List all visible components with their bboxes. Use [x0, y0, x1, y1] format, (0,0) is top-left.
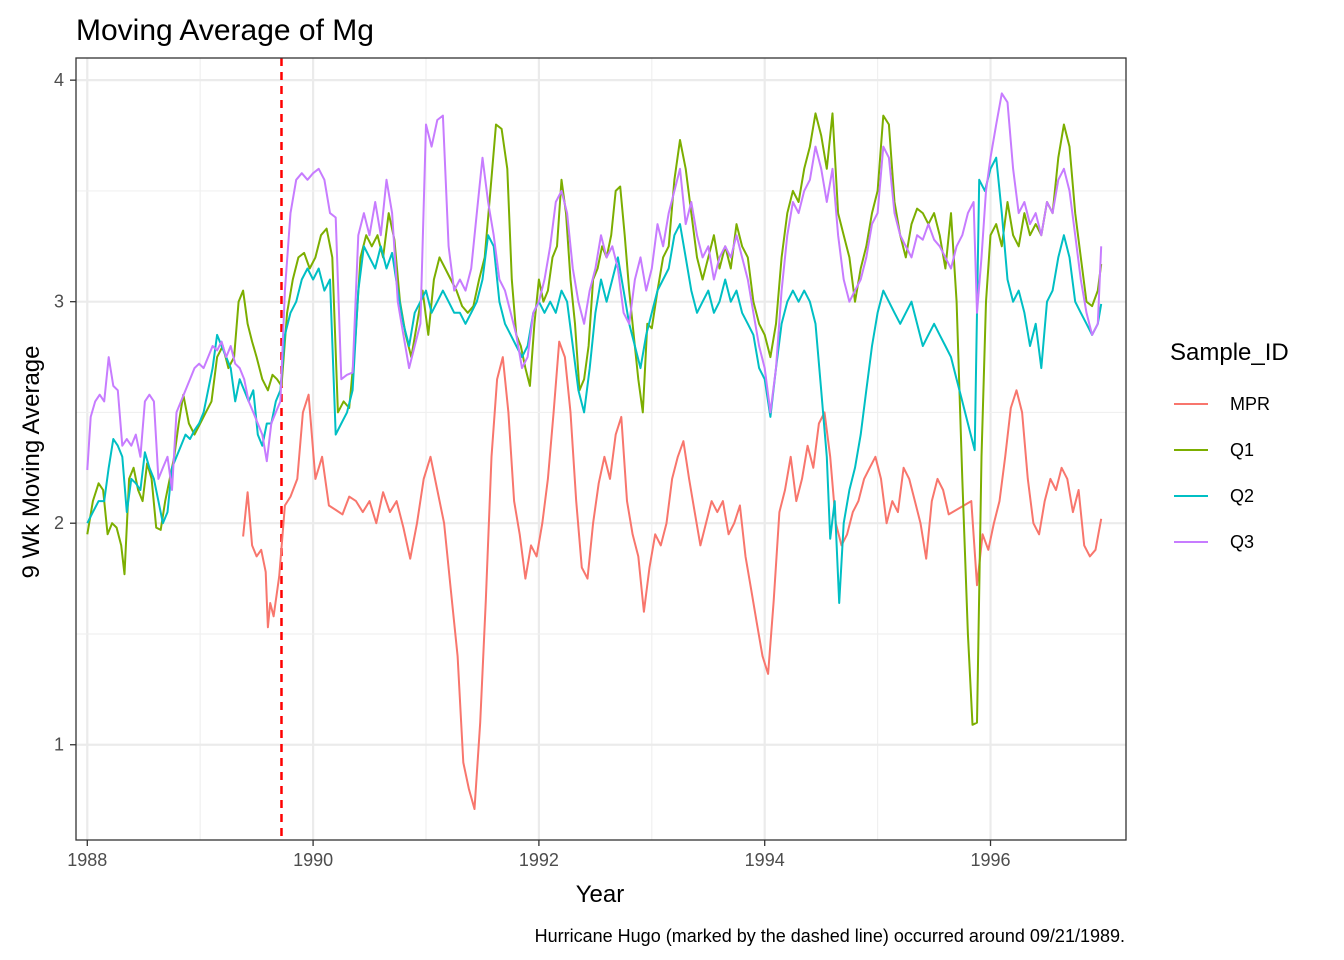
series-line-q1: [86, 112, 1103, 726]
legend-label-q3: Q3: [1230, 532, 1254, 552]
x-tick-label: 1994: [745, 850, 785, 870]
x-tick-label: 1988: [67, 850, 107, 870]
x-tick-label: 1992: [519, 850, 559, 870]
y-tick-label: 3: [54, 292, 64, 312]
x-axis: 1988 1990 1992 1994 1996: [67, 840, 1011, 870]
chart-title: Moving Average of Mg: [76, 14, 374, 47]
legend-label-q2: Q2: [1230, 486, 1254, 506]
legend-label-q1: Q1: [1230, 440, 1254, 460]
legend-title: Sample_ID: [1170, 339, 1289, 366]
x-axis-title: Year: [576, 881, 625, 908]
series-layer: [86, 92, 1103, 810]
y-axis: 1 2 3 4: [54, 70, 76, 755]
x-tick-label: 1990: [293, 850, 333, 870]
x-tick-label: 1996: [970, 850, 1010, 870]
y-tick-label: 4: [54, 70, 64, 90]
y-tick-label: 2: [54, 513, 64, 533]
panel-border: [75, 57, 1127, 841]
chart-caption: Hurricane Hugo (marked by the dashed lin…: [535, 926, 1125, 946]
legend-label-mpr: MPR: [1230, 394, 1270, 414]
series-line-q2: [86, 156, 1103, 604]
y-tick-label: 1: [54, 735, 64, 755]
grid: [76, 58, 1126, 840]
series-line-mpr: [242, 340, 1103, 810]
y-axis-title: 9 Wk Moving Average: [18, 345, 45, 578]
series-line-q3: [86, 92, 1103, 491]
legend: Sample_ID MPR Q1 Q2 Q3: [1170, 339, 1289, 552]
